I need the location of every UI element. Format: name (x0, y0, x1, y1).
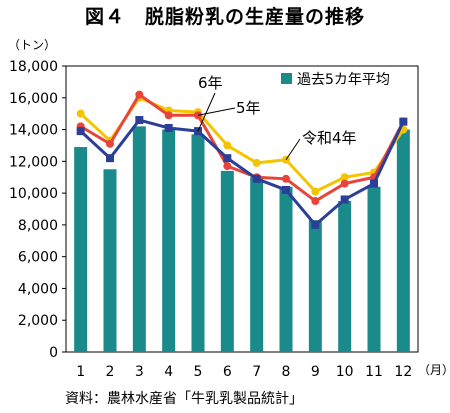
x-tick-label: 2 (106, 364, 115, 380)
bar (308, 220, 322, 352)
legend-swatch (281, 73, 292, 84)
y-tick-label: 16,000 (9, 91, 58, 107)
bar (132, 126, 146, 352)
series-marker (311, 187, 320, 196)
callout-leader (285, 138, 301, 161)
x-tick-label: 7 (252, 364, 261, 380)
series-line (79, 93, 405, 203)
series-marker (282, 185, 290, 194)
x-tick-label: 4 (164, 364, 173, 380)
series-marker (135, 90, 144, 99)
series-marker (282, 174, 290, 183)
x-tick-label: 5 (194, 364, 203, 380)
legend-label: 過去5カ年平均 (297, 72, 390, 88)
bar (250, 177, 264, 352)
x-tick-label: 3 (135, 364, 144, 380)
callout-leader (197, 92, 216, 132)
series-marker (76, 127, 85, 136)
series-marker (311, 220, 320, 229)
series-marker (135, 116, 144, 125)
source-note: 資料：農林水産省「牛乳乳製品統計」 (65, 391, 303, 407)
y-tick-label: 14,000 (9, 123, 58, 139)
x-tick-label: 11 (365, 364, 383, 380)
y-tick-label: 0 (49, 345, 58, 361)
callout-leader (197, 107, 236, 116)
y-tick-label: 12,000 (9, 154, 58, 170)
series-line (79, 118, 405, 227)
series-marker (106, 154, 114, 163)
x-tick-label: 10 (336, 364, 354, 380)
x-tick-label: 1 (76, 364, 85, 380)
x-tick-label: 8 (282, 364, 291, 380)
bar (367, 186, 381, 352)
bar (279, 186, 293, 352)
chart-title: 図４ 脱脂粉乳の生産量の推移 (84, 6, 365, 28)
x-tick-label: 12 (394, 364, 412, 380)
bar (74, 147, 88, 352)
x-tick-label: 6 (223, 364, 232, 380)
bar (191, 134, 205, 352)
series-marker (223, 162, 232, 171)
y-tick-label: 10,000 (9, 186, 58, 202)
series-marker (311, 197, 320, 206)
y-tick-label: 2,000 (18, 313, 58, 329)
y-tick-label: 18,000 (9, 59, 58, 75)
bar (220, 170, 234, 352)
series-marker (340, 179, 349, 188)
series-callout-label: 令和4年 (302, 129, 357, 147)
series-marker (340, 195, 349, 204)
bar (396, 129, 410, 352)
y-tick-label: 4,000 (18, 281, 58, 297)
series-marker (340, 173, 349, 182)
series-marker (223, 141, 232, 150)
y-tick-label: 6,000 (18, 250, 58, 266)
x-tick-label: 9 (311, 364, 320, 380)
bar (338, 201, 352, 352)
series-marker (164, 123, 173, 132)
y-tick-label: 8,000 (18, 218, 58, 234)
series-marker (252, 174, 261, 183)
x-axis-unit-label: （月） (418, 363, 450, 377)
bar (103, 169, 117, 352)
series-marker (223, 154, 232, 163)
series-callout-label: 6年 (198, 74, 223, 92)
y-axis-unit-label: （トン） (8, 38, 56, 52)
series-marker (164, 111, 173, 120)
series-marker (76, 109, 85, 118)
series-marker (106, 139, 114, 148)
series-marker (370, 179, 378, 188)
series-marker (399, 117, 408, 126)
plot-frame (65, 65, 419, 353)
series-marker (252, 158, 261, 167)
bar (162, 129, 176, 352)
series-callout-label: 5年 (236, 99, 261, 117)
